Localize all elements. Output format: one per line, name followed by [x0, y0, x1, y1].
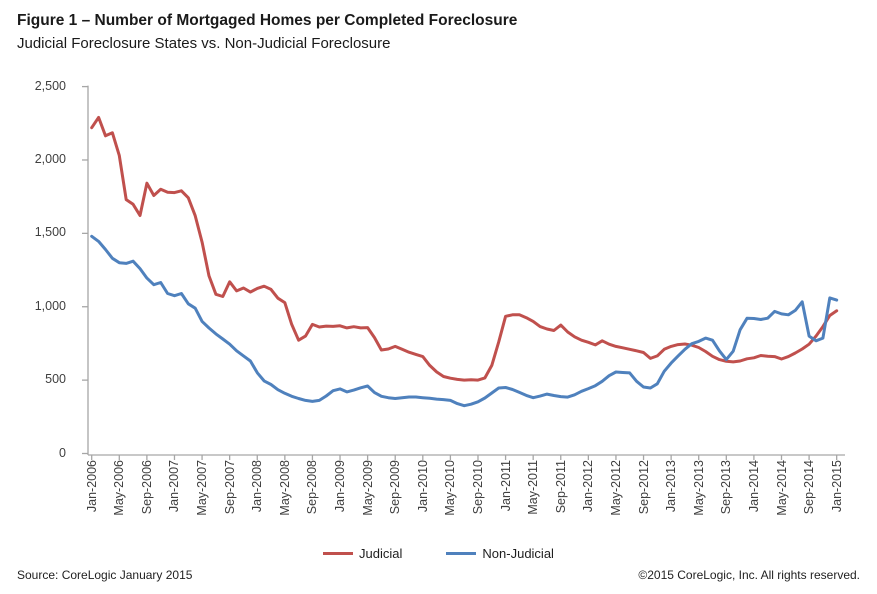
x-axis-label: May-2011 [526, 460, 541, 515]
x-axis-label: Sep-2013 [719, 460, 734, 515]
x-axis-label: May-2013 [691, 460, 706, 516]
x-axis-label: Jan-2015 [829, 460, 844, 513]
x-axis-label: Jan-2009 [333, 460, 348, 513]
x-axis-label: Sep-2014 [802, 460, 817, 515]
y-axis-label: 2,000 [34, 151, 66, 166]
chart-legend: Judicial Non-Judicial [0, 546, 877, 561]
y-axis-label: 1,000 [34, 298, 66, 313]
y-axis-label: 2,500 [34, 78, 66, 93]
x-axis-label: May-2007 [195, 460, 210, 516]
x-axis-label: May-2010 [443, 460, 458, 516]
x-axis-label: May-2009 [360, 460, 375, 516]
copyright-note: ©2015 CoreLogic, Inc. All rights reserve… [638, 568, 860, 582]
x-axis-label: May-2008 [277, 460, 292, 516]
x-axis-label: Jan-2007 [167, 460, 182, 513]
x-axis-label: Jan-2008 [250, 460, 265, 513]
legend-label: Non-Judicial [482, 546, 554, 561]
x-axis-label: May-2006 [112, 460, 127, 516]
y-axis-label: 0 [59, 445, 66, 460]
x-axis-label: Sep-2009 [388, 460, 403, 515]
legend-line-swatch [323, 552, 354, 555]
x-axis-label: Jan-2010 [415, 460, 430, 513]
series-line-judicial [90, 115, 839, 382]
x-axis-label: Jan-2013 [664, 460, 679, 513]
chart-title: Figure 1 – Number of Mortgaged Homes per… [17, 12, 518, 29]
x-axis-label: Sep-2011 [553, 460, 568, 514]
legend-line-swatch [446, 552, 477, 555]
y-axis-label: 1,500 [34, 225, 66, 240]
x-axis-label: Jan-2012 [581, 460, 596, 513]
series-line-non-judicial [90, 234, 839, 408]
legend-label: Judicial [359, 546, 403, 561]
legend-item-judicial: Judicial [323, 546, 402, 561]
x-axis-label: Jan-2011 [498, 460, 513, 512]
y-axis-label: 500 [45, 372, 66, 387]
x-axis-label: May-2014 [774, 460, 789, 516]
x-axis-label: Sep-2012 [636, 460, 651, 515]
x-axis-label: May-2012 [608, 460, 623, 516]
source-note: Source: CoreLogic January 2015 [17, 568, 193, 582]
chart-subtitle: Judicial Foreclosure States vs. Non-Judi… [17, 35, 391, 52]
x-axis-label: Jan-2014 [746, 460, 761, 513]
x-axis-label: Sep-2008 [305, 460, 320, 515]
x-axis-label: Sep-2010 [470, 460, 485, 515]
x-axis-label: Sep-2006 [139, 460, 154, 515]
x-axis-label: Sep-2007 [222, 460, 237, 515]
legend-item-non-judicial: Non-Judicial [446, 546, 554, 561]
x-axis-label: Jan-2006 [84, 460, 99, 513]
